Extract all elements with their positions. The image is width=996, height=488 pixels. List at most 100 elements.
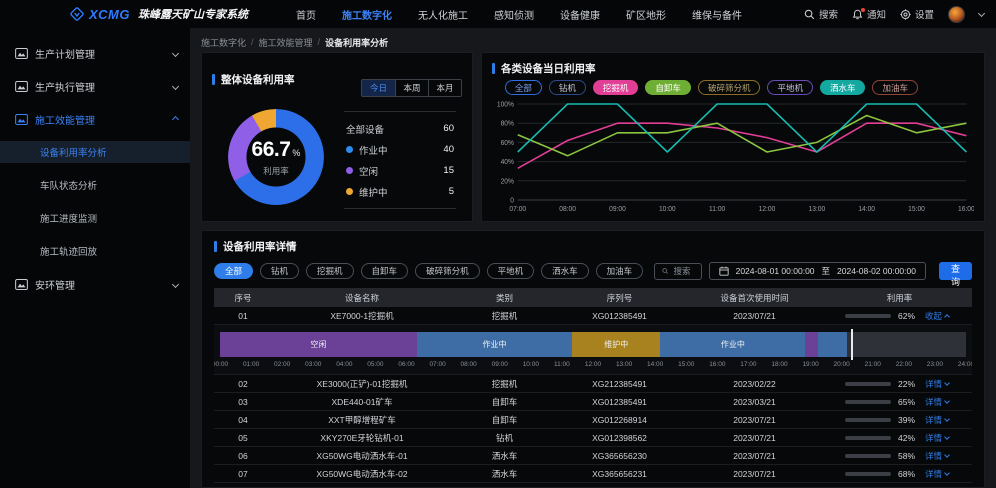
details-filter-pill-8[interactable]: 加油车: [595, 263, 644, 279]
topbar: XCMG 珠峰露天矿山专家系统 首页 施工数字化 无人化施工 感知侦测 设备健康 矿区地形…: [0, 0, 996, 28]
details-link[interactable]: 详情: [925, 396, 950, 408]
sidebar-subitem-3[interactable]: 施工进度监测: [40, 214, 98, 225]
stat-value: 15: [443, 165, 454, 176]
daily-filter-pill-1[interactable]: 全部: [504, 80, 542, 95]
svg-text:14:00: 14:00: [858, 206, 875, 213]
svg-text:15:00: 15:00: [908, 206, 925, 213]
chevron-down-icon: [944, 415, 950, 422]
stat-value: 60: [443, 123, 454, 134]
top-nav-item-5[interactable]: 设备健康: [560, 10, 600, 22]
details-link[interactable]: 详情: [925, 468, 950, 480]
top-nav-item-3[interactable]: 无人化施工: [418, 10, 468, 22]
timeline-tick: 24:00: [957, 361, 972, 368]
details-link[interactable]: 详情: [925, 450, 950, 462]
donut-value: 66.7: [251, 137, 291, 161]
stat-row-3: 空闲 15: [346, 160, 454, 181]
period-tab-3[interactable]: 本月: [428, 80, 461, 96]
collapse-link[interactable]: 收起: [925, 310, 950, 322]
search-action[interactable]: 搜索: [804, 7, 838, 21]
donut-unit: %: [292, 147, 301, 158]
breadcrumb-item-1[interactable]: 施工数字化: [201, 37, 247, 48]
daily-filter-pill-7[interactable]: 洒水车: [819, 80, 866, 95]
utilization-percent: 62%: [898, 310, 916, 321]
timeline-tick: 17:00: [740, 361, 757, 368]
cell-serial: XG365656231: [592, 468, 647, 479]
search-icon: [804, 9, 815, 19]
period-tab-1[interactable]: 今日: [362, 80, 395, 96]
top-nav-item-4[interactable]: 感知侦测: [494, 10, 534, 22]
details-filter-pill-1[interactable]: 全部: [214, 263, 254, 279]
details-filter-pill-5[interactable]: 破碎筛分机: [415, 263, 480, 279]
timeline-tick: 21:00: [864, 361, 881, 368]
sidebar-subitem-2[interactable]: 车队状态分析: [40, 181, 98, 192]
details-panel-title: 设备利用率详情: [214, 239, 297, 254]
timeline-tick: 19:00: [802, 361, 819, 368]
cell-no: 04: [238, 414, 248, 425]
details-link[interactable]: 详情: [925, 414, 950, 426]
period-tab-2[interactable]: 本周: [395, 80, 428, 96]
notification-badge-dot: [860, 7, 865, 12]
daily-filter-pill-8[interactable]: 加油车: [872, 80, 918, 95]
sidebar-subitem-1[interactable]: 设备利用率分析: [0, 141, 190, 163]
notifications-action[interactable]: 通知: [852, 7, 886, 21]
brand-title: 珠峰露天矿山专家系统: [138, 9, 248, 21]
stat-row-2: 作业中 40: [346, 139, 454, 160]
timeline-segment-1: 空闲: [220, 332, 417, 357]
timeline-current-time-cursor: [850, 329, 853, 360]
topbar-actions: 搜索 通知 设置: [804, 5, 986, 23]
details-filter-pill-3[interactable]: 挖掘机: [306, 263, 354, 279]
cell-first-use: 2023/07/21: [733, 468, 776, 479]
daily-filter-pill-4[interactable]: 自卸车: [645, 80, 691, 95]
cell-serial: XG012268914: [592, 414, 647, 425]
table-header-cell-3: 类别: [495, 292, 513, 303]
table-header-cell-2: 设备名称: [344, 292, 379, 303]
sidebar-item-1[interactable]: 生产计划管理: [0, 42, 190, 64]
table-row: 02 XE3000(正铲)-01挖掘机 挖掘机 XG212385491 2023/02/…: [214, 375, 972, 393]
svg-text:12:00: 12:00: [759, 206, 776, 213]
sidebar-item-icon: [15, 80, 28, 92]
details-filter-pill-6[interactable]: 平地机: [486, 263, 535, 279]
sidebar-item-3[interactable]: 施工效能管理: [0, 108, 190, 130]
utilization-bar: [845, 313, 891, 318]
daily-filter-pill-6[interactable]: 平地机: [767, 80, 813, 95]
cell-utilization: 65% 详情: [827, 396, 972, 408]
sidebar-subitem-4[interactable]: 施工轨迹回放: [40, 247, 98, 258]
user-avatar[interactable]: [948, 5, 965, 23]
user-menu-chevron-icon[interactable]: [977, 9, 986, 17]
details-search-box: [654, 262, 702, 280]
utilization-table: 序号 设备名称 类别 序列号 设备首次使用时间 利用率 01 XE7000-1挖掘机 挖掘机 XG…: [214, 288, 972, 487]
daily-utilization-line-chart: 0 20% 40% 60% 80% 100% 07:00 08:00 09:00 10:00 11:…: [492, 97, 975, 217]
details-filter-pill-2[interactable]: 钻机: [260, 263, 300, 279]
cell-type: 自卸车: [491, 396, 518, 407]
stat-dot: [346, 146, 353, 153]
settings-action[interactable]: 设置: [900, 7, 934, 21]
top-nav-item-1[interactable]: 首页: [296, 10, 316, 22]
details-search-input[interactable]: [673, 266, 694, 276]
details-filter-pill-4[interactable]: 自卸车: [360, 263, 409, 279]
utilization-bar: [845, 435, 891, 440]
timeline-tick: 12:00: [584, 361, 602, 368]
query-button[interactable]: 查询: [938, 262, 972, 287]
date-range-picker[interactable]: 2024-08-01 00:00:00 至 2024-08-02 00:00:0…: [708, 262, 926, 280]
cell-type: 挖掘机: [491, 378, 518, 389]
daily-filter-pill-5[interactable]: 破碎筛分机: [697, 80, 761, 95]
daily-filter-pill-2[interactable]: 钻机: [548, 80, 586, 95]
top-nav-item-6[interactable]: 矿区地形: [626, 10, 666, 22]
details-link[interactable]: 详情: [925, 432, 950, 444]
sidebar-item-label: 生产计划管理: [35, 49, 95, 61]
details-link[interactable]: 详情: [925, 378, 950, 390]
svg-text:16:00: 16:00: [958, 206, 974, 213]
chevron-down-icon: [944, 433, 950, 440]
timeline-tick: 13:00: [615, 361, 633, 368]
chevron-down-icon: [171, 48, 180, 59]
top-nav-item-2[interactable]: 施工数字化: [342, 10, 392, 22]
details-filter-pill-7[interactable]: 洒水车: [541, 263, 589, 279]
breadcrumb-item-2[interactable]: 施工效能管理: [258, 37, 313, 48]
daily-filter-pill-3[interactable]: 挖掘机: [592, 80, 639, 95]
top-nav-item-7[interactable]: 维保与备件: [692, 10, 742, 22]
sidebar-item-2[interactable]: 生产执行管理: [0, 75, 190, 97]
chevron-down-icon: [944, 469, 950, 476]
sidebar-item-4[interactable]: 安环管理: [0, 273, 190, 295]
cell-no: 05: [238, 432, 248, 443]
utilization-bar: [845, 381, 891, 386]
